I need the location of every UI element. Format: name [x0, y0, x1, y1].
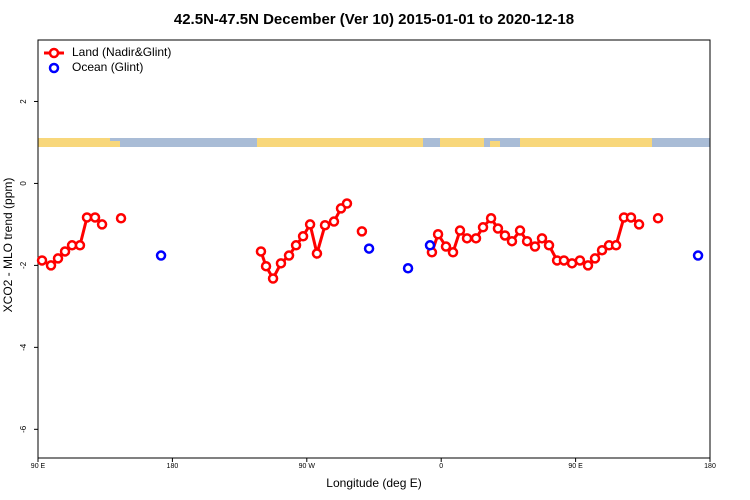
- y-tick-label: -4: [19, 343, 28, 351]
- data-point: [652, 213, 664, 224]
- data-point: [402, 263, 414, 274]
- data-point: [356, 226, 368, 237]
- data-point: [596, 244, 608, 256]
- data-point: [485, 213, 497, 224]
- y-tick-label: 0: [19, 181, 28, 186]
- data-point: [492, 223, 504, 234]
- data-point: [304, 219, 316, 230]
- series-line: [42, 204, 658, 279]
- plot-frame: [37, 39, 711, 459]
- data-point: [59, 246, 71, 257]
- data-point: [283, 250, 295, 261]
- data-point: [589, 253, 601, 264]
- chart-title: 42.5N-47.5N December (Ver 10) 2015-01-01…: [174, 11, 574, 28]
- data-point: [574, 255, 586, 266]
- data-point: [290, 240, 302, 251]
- data-point: [267, 273, 279, 284]
- data-point: [477, 222, 489, 233]
- x-tick-label: 180: [704, 463, 716, 470]
- land-mask-band: [38, 138, 710, 147]
- data-point: [363, 243, 375, 254]
- data-point: [536, 233, 548, 244]
- data-point: [692, 250, 704, 261]
- data-point: [255, 246, 267, 257]
- data-point: [319, 219, 331, 231]
- data-point: [470, 233, 482, 244]
- legend-marker: [48, 62, 60, 74]
- data-point: [610, 240, 622, 251]
- data-point: [45, 260, 57, 271]
- data-point: [89, 212, 101, 223]
- x-axis-label: Longitude (deg E): [326, 476, 421, 490]
- y-axis-label: XCO2 - MLO trend (ppm): [1, 178, 15, 313]
- data-point: [506, 235, 518, 247]
- data-point: [633, 219, 645, 230]
- data-point: [74, 240, 86, 251]
- data-point: [36, 255, 48, 266]
- data-point: [96, 219, 108, 230]
- legend-label: Ocean (Glint): [72, 60, 143, 74]
- data-point: [297, 231, 309, 242]
- data-point: [454, 225, 466, 236]
- x-tick-label: 90 E: [31, 463, 46, 470]
- data-point: [115, 213, 127, 224]
- x-tick-label: 90 E: [568, 463, 583, 470]
- data-point: [499, 230, 511, 241]
- data-point: [275, 258, 287, 269]
- data-point: [155, 250, 167, 261]
- data-point: [461, 233, 473, 244]
- data-point: [440, 241, 452, 252]
- data-point: [521, 235, 533, 247]
- data-point: [543, 240, 555, 251]
- legend-marker: [48, 47, 60, 59]
- x-tick-label: 90 W: [299, 463, 316, 470]
- data-point: [328, 216, 340, 227]
- data-point: [529, 241, 541, 252]
- x-tick-label: 180: [167, 463, 179, 470]
- data-point: [260, 260, 272, 272]
- y-tick-label: 2: [19, 99, 28, 104]
- data-point: [447, 247, 459, 258]
- x-tick-label: 0: [439, 463, 443, 470]
- legend-label: Land (Nadir&Glint): [72, 45, 171, 59]
- data-point: [424, 240, 436, 251]
- data-point: [341, 198, 353, 209]
- data-point: [52, 253, 64, 264]
- data-point: [625, 212, 637, 223]
- data-point: [582, 260, 594, 271]
- data-point: [432, 228, 444, 240]
- data-point: [558, 255, 570, 266]
- y-tick-label: -6: [19, 425, 28, 433]
- data-point: [514, 225, 526, 236]
- y-tick-label: -2: [19, 261, 28, 269]
- data-point: [81, 212, 93, 223]
- data-point: [311, 248, 323, 259]
